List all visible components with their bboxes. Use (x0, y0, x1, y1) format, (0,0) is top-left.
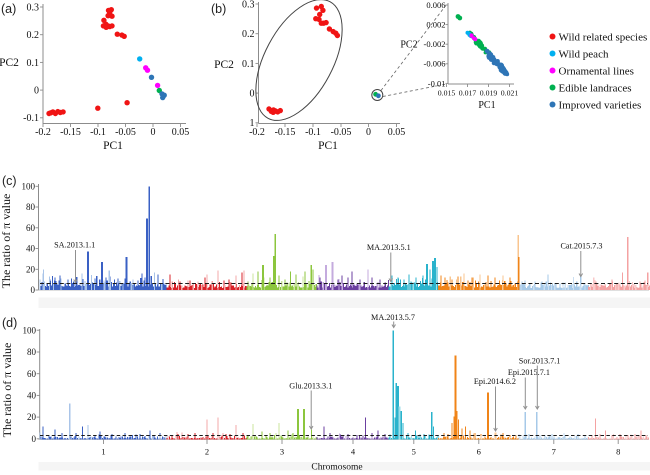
svg-text:-0.006: -0.006 (424, 59, 446, 69)
svg-text:0.3: 0.3 (242, 0, 255, 10)
svg-text:Epi.2014.6.2: Epi.2014.6.2 (474, 377, 516, 386)
svg-text:(b): (b) (211, 2, 226, 16)
svg-text:80: 80 (26, 202, 36, 212)
svg-text:The ratio of π value: The ratio of π value (0, 194, 13, 289)
svg-text:0.002: 0.002 (426, 20, 445, 30)
svg-text:Cat.2015.7.3: Cat.2015.7.3 (560, 242, 602, 251)
svg-text:20: 20 (26, 264, 36, 274)
svg-text:60: 60 (26, 223, 36, 233)
svg-text:-0.01: -0.01 (428, 78, 446, 88)
svg-text:0.05: 0.05 (388, 127, 406, 138)
svg-text:Epi.2015.7.1: Epi.2015.7.1 (508, 368, 550, 377)
svg-text:-0.1: -0.1 (305, 127, 321, 138)
svg-text:-0.05: -0.05 (331, 127, 352, 138)
svg-text:60: 60 (27, 369, 37, 379)
svg-text:0: 0 (151, 127, 156, 138)
svg-text:0: 0 (250, 89, 255, 100)
svg-text:0: 0 (31, 285, 36, 295)
svg-text:4: 4 (351, 447, 356, 457)
svg-text:-0.05: -0.05 (115, 127, 136, 138)
svg-text:PC2: PC2 (0, 57, 19, 69)
svg-text:Edible landraces: Edible landraces (559, 83, 632, 95)
svg-text:3: 3 (280, 447, 284, 457)
svg-text:0.05: 0.05 (172, 127, 190, 138)
svg-text:-0.1: -0.1 (23, 113, 39, 124)
svg-text:0.1: 0.1 (27, 58, 40, 69)
svg-text:7: 7 (552, 447, 556, 457)
svg-text:0.006: 0.006 (426, 0, 445, 10)
svg-text:0.2: 0.2 (242, 29, 255, 40)
svg-text:(a): (a) (1, 2, 16, 16)
svg-text:Wild peach: Wild peach (559, 49, 609, 61)
svg-text:0: 0 (34, 86, 39, 97)
svg-text:-0.15: -0.15 (275, 127, 296, 138)
svg-text:0.015: 0.015 (438, 89, 456, 98)
svg-text:PC1: PC1 (318, 140, 338, 152)
svg-text:0.021: 0.021 (501, 89, 519, 98)
svg-text:0.1: 0.1 (242, 59, 255, 70)
svg-text:0: 0 (366, 127, 371, 138)
svg-text:Sor.2013.7.1: Sor.2013.7.1 (519, 357, 561, 366)
svg-text:PC1: PC1 (103, 140, 123, 152)
svg-text:PC2: PC2 (400, 40, 417, 51)
svg-text:SA.2013.1.1: SA.2013.1.1 (54, 241, 95, 250)
svg-text:Wild related species: Wild related species (559, 32, 648, 44)
svg-text:5: 5 (412, 447, 416, 457)
svg-text:Glu.2013.3.1: Glu.2013.3.1 (289, 382, 332, 391)
svg-text:0.3: 0.3 (27, 2, 40, 13)
svg-text:MA.2013.5.7: MA.2013.5.7 (371, 313, 415, 322)
svg-text:8: 8 (616, 447, 620, 457)
svg-text:0.2: 0.2 (27, 30, 40, 41)
svg-text:-0.1: -0.1 (90, 127, 106, 138)
svg-text:40: 40 (26, 244, 36, 254)
svg-text:80: 80 (27, 347, 37, 357)
svg-text:40: 40 (27, 391, 37, 401)
svg-text:-0.002: -0.002 (424, 39, 446, 49)
svg-text:MA.2013.5.1: MA.2013.5.1 (367, 243, 411, 252)
svg-text:PC2: PC2 (214, 59, 234, 71)
svg-text:2: 2 (205, 447, 209, 457)
svg-text:-0.2: -0.2 (249, 127, 265, 138)
svg-text:20: 20 (27, 412, 37, 422)
svg-text:Chromosome: Chromosome (311, 463, 362, 473)
svg-text:1: 1 (250, 118, 255, 129)
svg-text:1: 1 (101, 447, 105, 457)
svg-text:Improved varieties: Improved varieties (559, 100, 642, 112)
svg-text:PC1: PC1 (478, 100, 495, 111)
svg-text:(d): (d) (2, 316, 17, 330)
svg-text:100: 100 (23, 325, 37, 335)
svg-text:-0.2: -0.2 (35, 127, 51, 138)
svg-text:0.019: 0.019 (480, 89, 498, 98)
svg-text:6: 6 (477, 447, 481, 457)
svg-text:100: 100 (22, 181, 36, 191)
svg-text:Ornamental lines: Ornamental lines (559, 66, 634, 78)
svg-text:-0.15: -0.15 (60, 127, 81, 138)
svg-text:0: 0 (32, 434, 37, 444)
svg-text:0.017: 0.017 (459, 89, 477, 98)
svg-text:The ratio of π value: The ratio of π value (0, 343, 14, 438)
svg-text:(c): (c) (2, 174, 17, 188)
